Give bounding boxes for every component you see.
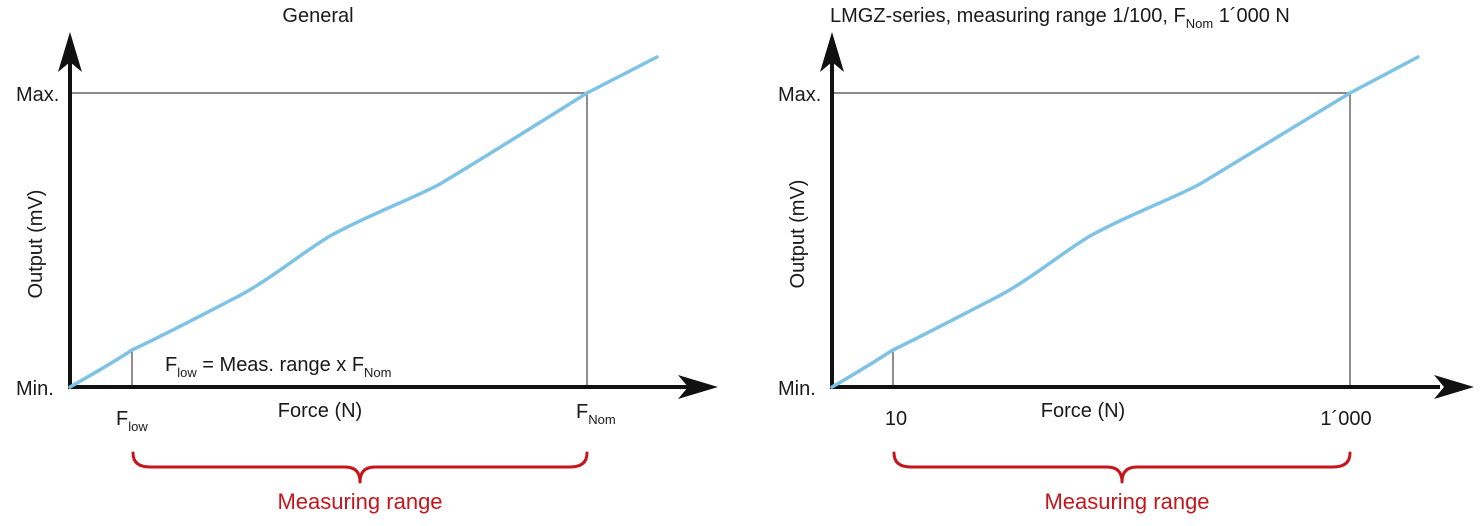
- left-formula: Flow = Meas. range x FNom: [165, 354, 391, 380]
- left-response-curve: [68, 55, 659, 389]
- left-y-max-label: Max.: [16, 84, 59, 106]
- left-brace-label: Measuring range: [277, 489, 442, 514]
- left-y-axis-label: Output (mV): [25, 190, 47, 299]
- left-f-low-label: Flow: [116, 408, 148, 434]
- left-title: General: [282, 5, 353, 27]
- left-measuring-range-brace: [131, 451, 589, 484]
- right-y-min-label: Min.: [778, 378, 816, 400]
- left-x-axis-label: Force (N): [278, 400, 362, 422]
- right-panel: LMGZ-series, measuring range 1/100, FNom…: [778, 5, 1474, 514]
- right-x-tick-high: 1´000: [1320, 408, 1371, 430]
- right-brace-label: Measuring range: [1044, 489, 1209, 514]
- right-y-arrowhead: [820, 32, 844, 72]
- left-x-arrowhead: [678, 375, 718, 399]
- right-x-axis-label: Force (N): [1041, 400, 1125, 422]
- right-x-arrowhead: [1434, 375, 1474, 399]
- right-y-max-label: Max.: [778, 84, 821, 106]
- left-y-arrowhead: [58, 32, 82, 72]
- right-x-tick-low: 10: [885, 408, 907, 430]
- left-panel: General Max. Min. Output (mV) Flow = Mea…: [16, 5, 718, 514]
- right-title: LMGZ-series, measuring range 1/100, FNom…: [830, 5, 1290, 31]
- right-measuring-range-brace: [892, 451, 1352, 484]
- left-f-nom-label: FNom: [576, 401, 616, 427]
- left-y-min-label: Min.: [16, 378, 54, 400]
- right-y-axis-label: Output (mV): [787, 180, 809, 289]
- right-response-curve: [830, 55, 1420, 389]
